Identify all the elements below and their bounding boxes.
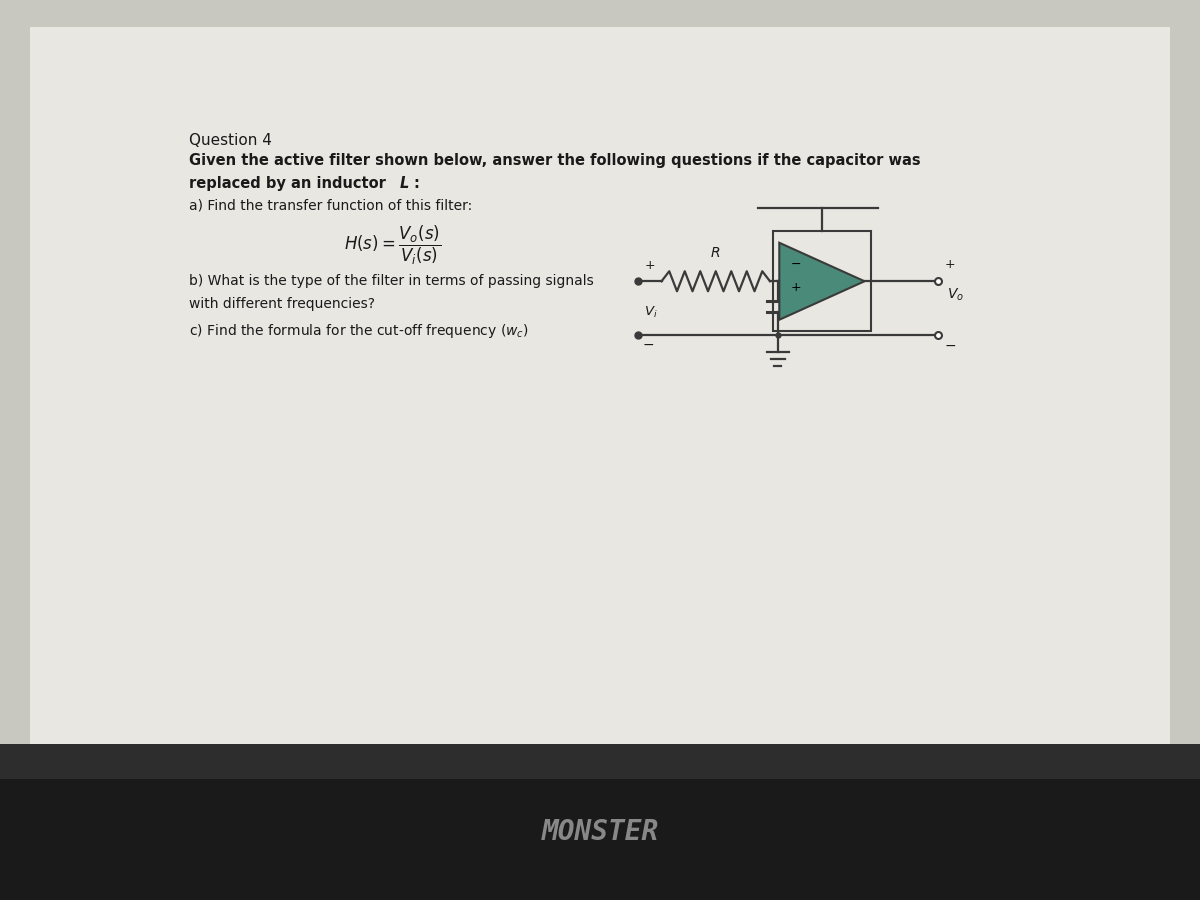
- Text: L: L: [400, 176, 409, 191]
- Text: Question 4: Question 4: [188, 132, 271, 148]
- Text: :: :: [414, 176, 419, 191]
- Text: a) Find the transfer function of this filter:: a) Find the transfer function of this fi…: [188, 199, 472, 213]
- Text: −: −: [642, 338, 654, 352]
- Text: with different frequencies?: with different frequencies?: [188, 297, 374, 310]
- Text: C: C: [792, 300, 802, 314]
- Text: $H(s) = \dfrac{V_o(s)}{V_i(s)}$: $H(s) = \dfrac{V_o(s)}{V_i(s)}$: [343, 223, 440, 266]
- Text: +: +: [644, 259, 655, 272]
- Bar: [773, 231, 871, 331]
- Text: R: R: [710, 246, 720, 260]
- Text: +: +: [944, 258, 955, 271]
- Text: −: −: [944, 339, 956, 353]
- Text: −: −: [791, 257, 802, 271]
- Text: $V_i$: $V_i$: [644, 304, 658, 320]
- Text: replaced by an inductor: replaced by an inductor: [188, 176, 391, 191]
- Text: MONSTER: MONSTER: [541, 818, 659, 847]
- Text: Given the active filter shown below, answer the following questions if the capac: Given the active filter shown below, ans…: [188, 153, 920, 167]
- Text: +: +: [791, 281, 802, 294]
- Polygon shape: [779, 243, 864, 320]
- Text: c) Find the formula for the cut-off frequency ($w_c$): c) Find the formula for the cut-off freq…: [188, 322, 528, 340]
- Text: b) What is the type of the filter in terms of passing signals: b) What is the type of the filter in ter…: [188, 274, 594, 288]
- Text: $V_o$: $V_o$: [948, 287, 965, 303]
